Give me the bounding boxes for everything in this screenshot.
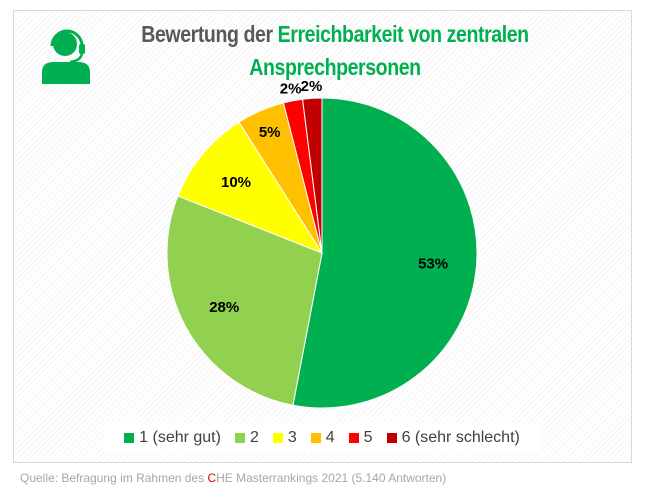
- legend-swatch: [386, 433, 397, 443]
- legend-item-6: 6 (sehr schlecht): [386, 429, 520, 447]
- headset-person-icon: [42, 29, 90, 84]
- legend-swatch: [310, 433, 321, 443]
- source-suffix: HE Masterrankings 2021 (5.140 Antworten): [216, 471, 447, 485]
- legend-item-4: 4: [310, 429, 335, 447]
- data-label-3: 10%: [221, 174, 251, 191]
- title-part-2: Erreichbarkeit von zentralen Ansprechper…: [249, 21, 529, 80]
- data-label-1: 53%: [418, 256, 448, 273]
- source-c: C: [207, 471, 217, 485]
- legend-item-1: 1 (sehr gut): [124, 429, 221, 447]
- pie-slice-6: [302, 97, 323, 254]
- legend-swatch: [272, 433, 283, 443]
- legend-label: 3: [287, 429, 297, 446]
- legend-item-2: 2: [234, 429, 259, 447]
- data-label-6: 2%: [301, 78, 323, 95]
- data-label-5: 2%: [280, 81, 302, 98]
- legend-item-5: 5: [348, 429, 373, 447]
- source-note: Quelle: Befragung im Rahmen des CHE Mast…: [20, 471, 446, 485]
- data-label-4: 5%: [259, 124, 281, 141]
- legend-item-3: 3: [272, 429, 297, 447]
- legend-label: 1 (sehr gut): [139, 429, 221, 446]
- legend: 1 (sehr gut) 2 3 4 5 6 (sehr schlecht): [104, 423, 540, 453]
- pie-slice-2: [166, 195, 323, 406]
- legend-label: 6 (sehr schlecht): [401, 429, 520, 446]
- source-prefix: Quelle: Befragung im Rahmen des: [20, 471, 208, 485]
- legend-label: 5: [363, 429, 373, 446]
- pie-slice-3: [177, 121, 324, 255]
- legend-swatch: [234, 433, 245, 443]
- data-label-2: 28%: [209, 299, 239, 316]
- chart-title: Bewertung der Erreichbarkeit von zentral…: [135, 18, 535, 84]
- legend-swatch: [348, 433, 359, 443]
- legend-swatch: [124, 433, 135, 443]
- legend-label: 2: [249, 429, 259, 446]
- pie-slice-1: [292, 97, 478, 409]
- legend-label: 4: [325, 429, 335, 446]
- title-part-1: Bewertung der: [141, 21, 278, 47]
